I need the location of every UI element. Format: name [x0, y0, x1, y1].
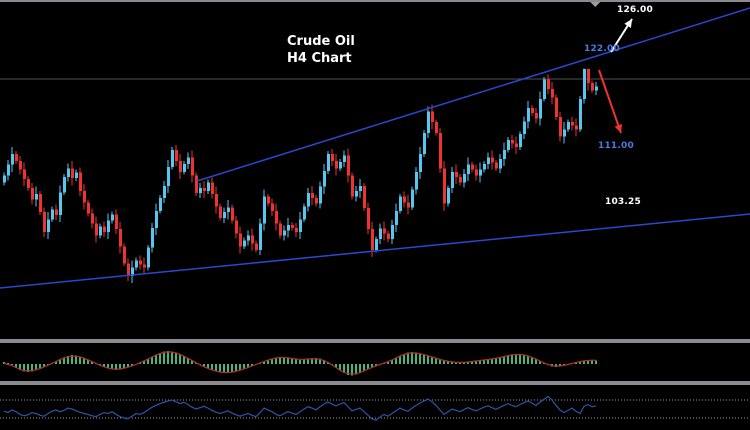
chart-title: Crude Oil H4 Chart: [287, 33, 355, 67]
trendlines-layer[interactable]: [0, 7, 750, 289]
price-label-support: 103.25: [605, 197, 641, 207]
chart-title-line2: H4 Chart: [287, 51, 352, 66]
candles-layer: [3, 68, 598, 284]
price-label-upper-target: 126.00: [617, 5, 653, 15]
histogram-indicator-layer[interactable]: [3, 351, 597, 376]
price-label-lower-target: 111.00: [598, 141, 634, 151]
oscillator-indicator-layer[interactable]: [0, 395, 750, 421]
time-marker-icon: [590, 2, 600, 7]
projection-arrows-layer[interactable]: [598, 18, 633, 134]
panel-separators: [0, 0, 750, 385]
price-label-resistance: 122.00: [584, 44, 620, 54]
chart-title-line1: Crude Oil: [287, 34, 355, 49]
